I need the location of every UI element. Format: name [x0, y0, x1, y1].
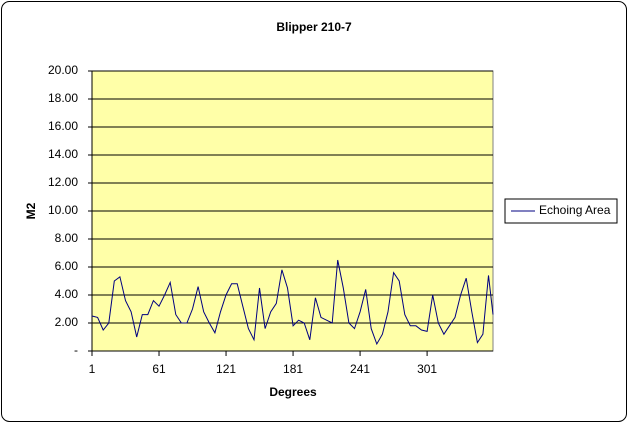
y-tick-label: 18.00: [48, 91, 78, 105]
x-tick-label: 301: [417, 362, 437, 376]
chart-title: Blipper 210-7: [276, 20, 352, 34]
x-tick-label: 121: [216, 362, 236, 376]
y-tick-label: 8.00: [55, 231, 79, 245]
x-tick-label: 1: [89, 362, 96, 376]
x-axis-label: Degrees: [269, 385, 317, 399]
y-tick-label: 20.00: [48, 63, 78, 77]
y-tick-label: 14.00: [48, 147, 78, 161]
y-tick-label: 2.00: [55, 315, 79, 329]
y-tick-label: 12.00: [48, 175, 78, 189]
x-tick-label: 241: [350, 362, 370, 376]
y-tick-label: -: [74, 343, 78, 357]
legend-label: Echoing Area: [539, 203, 611, 217]
y-tick-label: 4.00: [55, 287, 79, 301]
y-axis-label: M2: [24, 202, 38, 219]
y-tick-label: 16.00: [48, 119, 78, 133]
x-tick-label: 181: [283, 362, 303, 376]
y-tick-label: 10.00: [48, 203, 78, 217]
y-tick-label: 6.00: [55, 259, 79, 273]
data-line: [91, 259, 494, 346]
x-tick-label: 61: [152, 362, 166, 376]
